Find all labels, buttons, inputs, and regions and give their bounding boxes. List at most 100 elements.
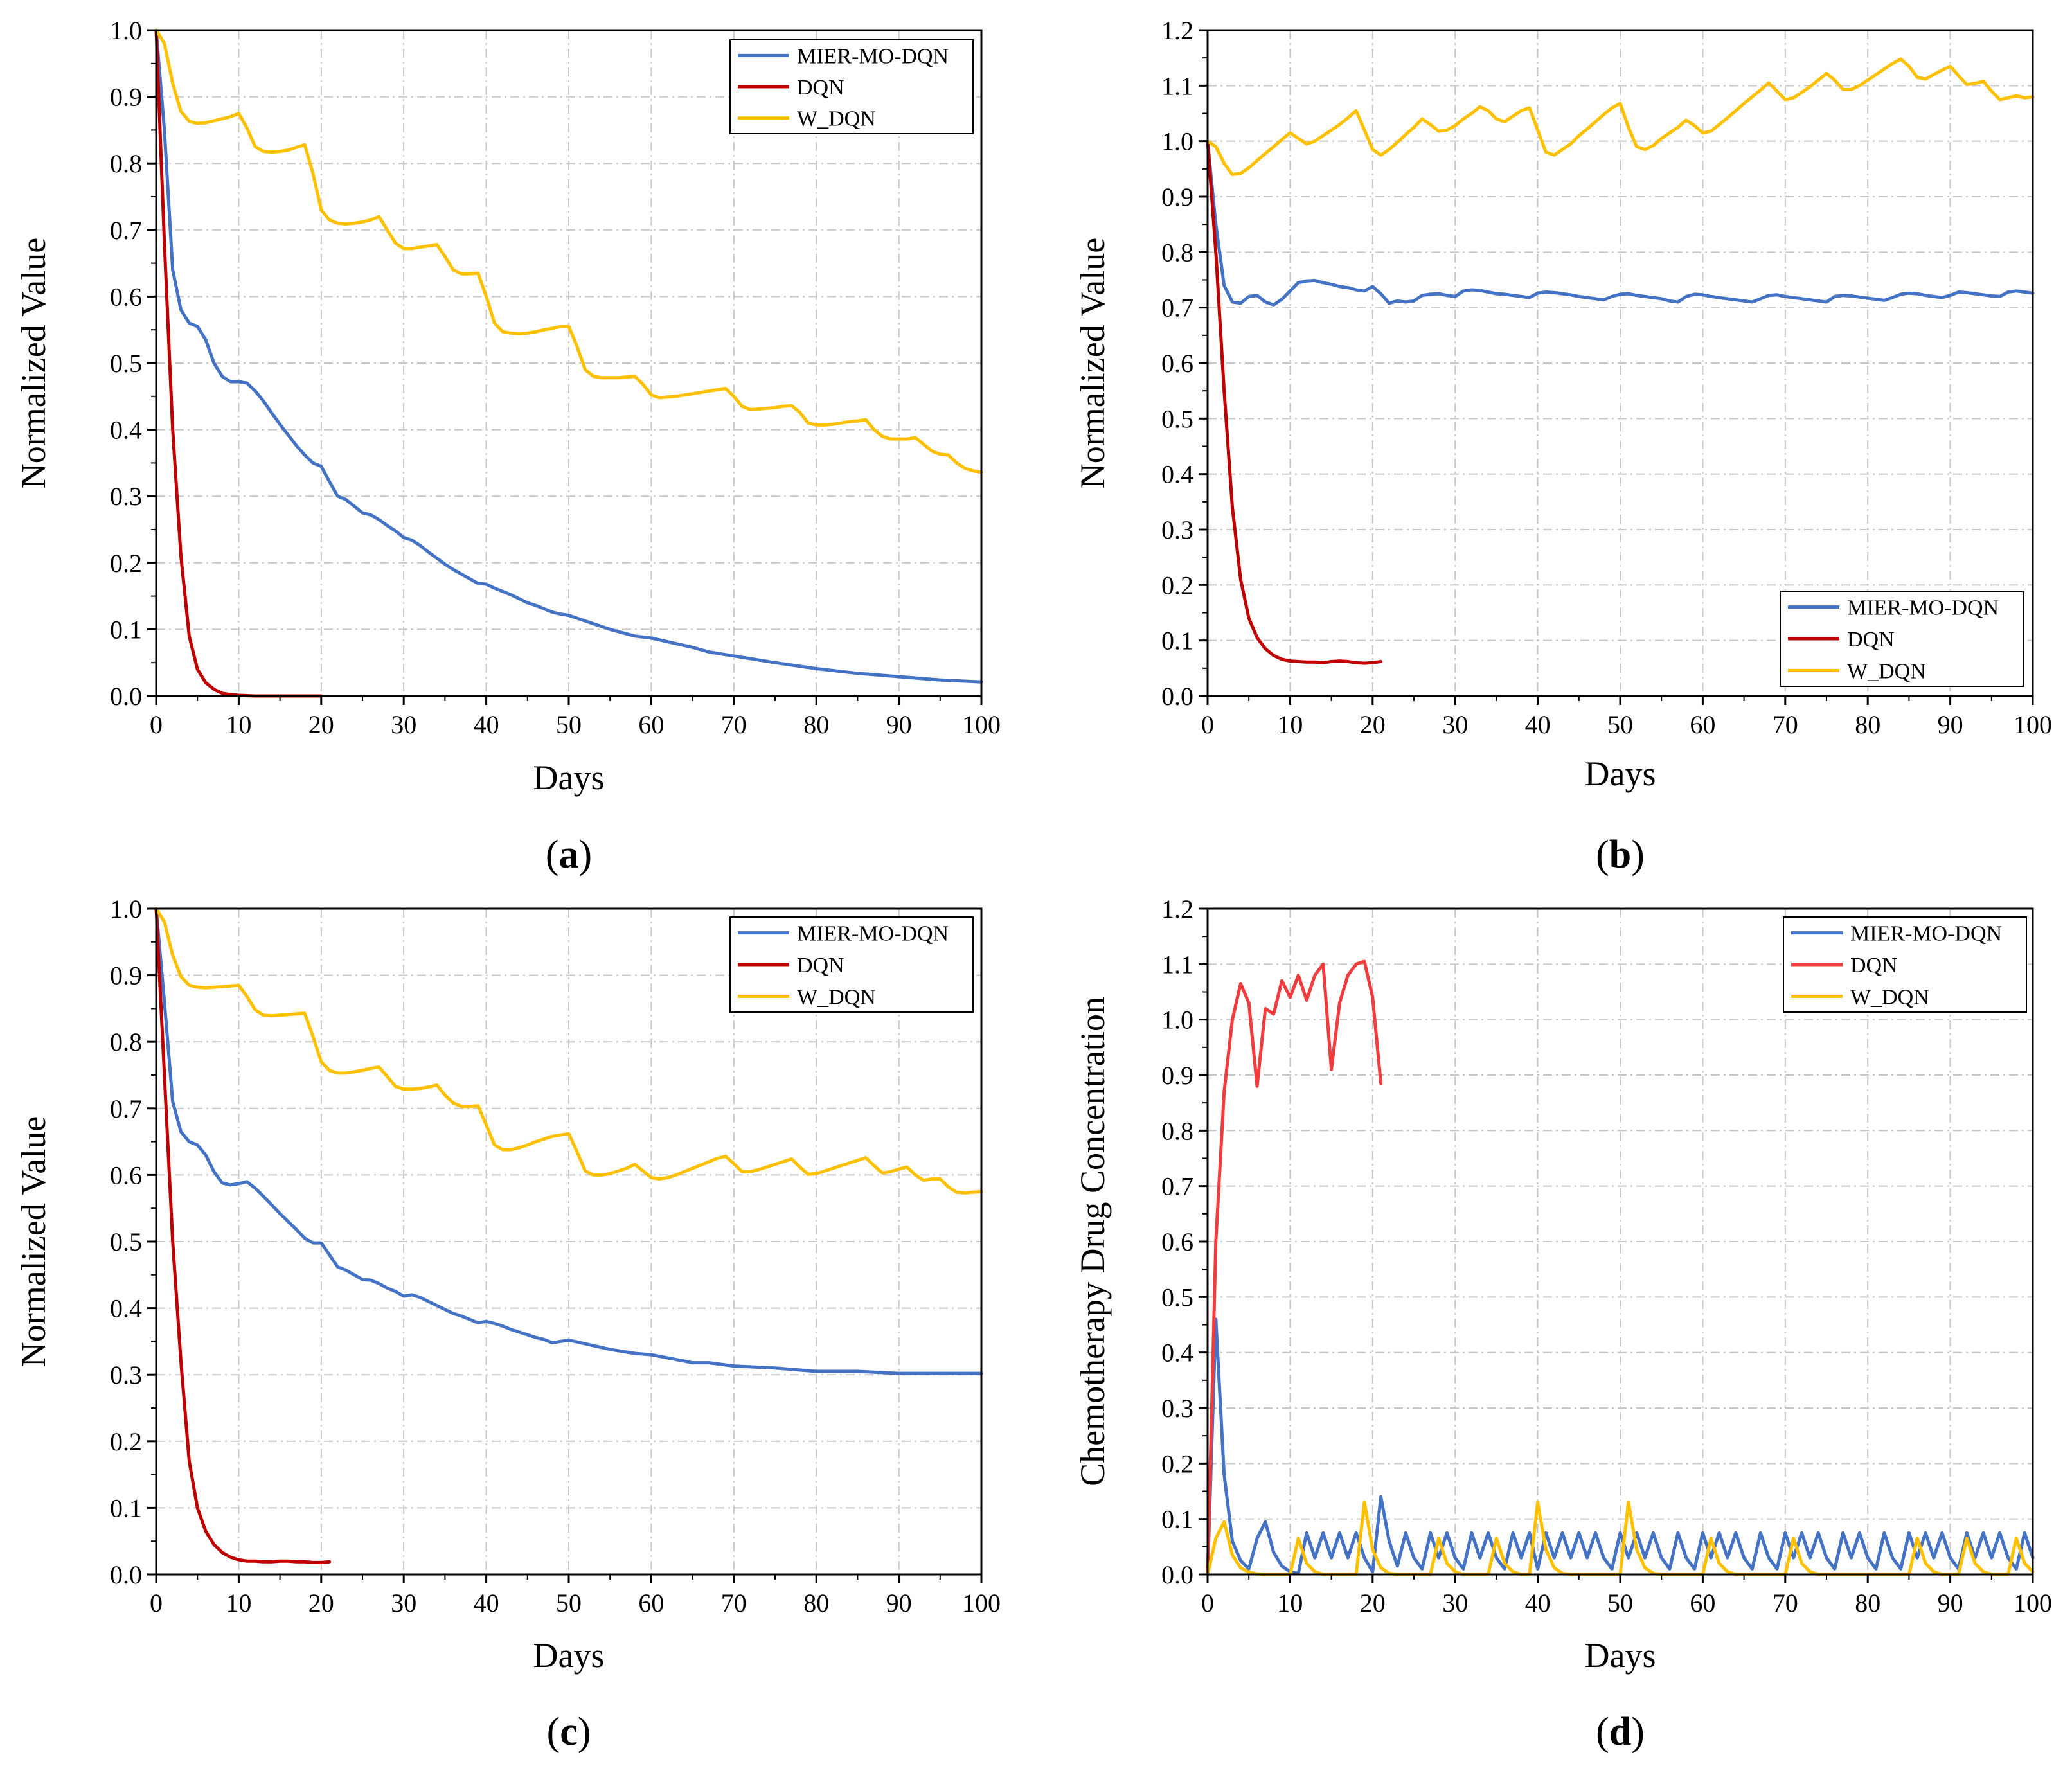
x-tick-label: 70 [721,710,747,739]
y-tick-label: 0.0 [110,682,142,711]
series-line-mier-mo-dqn [1206,1317,2035,1576]
x-tick-label: 60 [638,710,664,739]
y-axis-title: Normalized Value [1073,238,1112,488]
x-tick-label: 70 [1773,1589,1798,1617]
legend-label: W_DQN [797,985,876,1009]
x-tick-label: 70 [721,1589,747,1617]
x-tick-label: 40 [474,1589,499,1617]
y-axis-title: Normalized Value [14,1116,53,1367]
y-tick-label: 0.9 [110,83,142,112]
series-line-w-dqn [154,28,983,474]
panel-caption-letter: d [1609,1710,1631,1754]
legend-label: W_DQN [797,107,876,131]
x-axis-title: Days [1585,1636,1656,1675]
y-tick-label: 1.1 [1161,71,1193,100]
y-tick-label: 0.5 [1161,1283,1193,1312]
x-tick-label: 80 [803,710,829,739]
y-tick-label: 0.5 [110,1227,142,1256]
y-tick-label: 0.6 [110,282,142,311]
x-tick-label: 40 [474,710,499,739]
y-tick-label: 1.0 [110,895,142,923]
legend: MIER-MO-DQN DQN W_DQN [729,39,974,134]
series-line-dqn [154,907,332,1564]
x-tick-label: 30 [391,710,416,739]
y-tick-label: 0.2 [1161,1449,1193,1478]
y-tick-label: 0.4 [1161,1339,1193,1368]
y-tick-label: 0.3 [110,1360,142,1389]
x-tick-label: 20 [308,710,334,739]
x-tick-label: 10 [226,710,251,739]
y-tick-label: 0.9 [1161,183,1193,211]
panel-caption-letter: b [1609,833,1631,877]
x-tick-label: 100 [2014,710,2052,739]
series-line-mier-mo-dqn [154,28,983,684]
y-tick-label: 0.1 [110,1493,142,1522]
legend-label: MIER-MO-DQN [797,44,949,68]
y-tick-label: 1.0 [110,16,142,45]
y-tick-label: 0.7 [1161,1172,1193,1201]
legend-label: MIER-MO-DQN [797,922,949,946]
y-tick-label: 0.5 [1161,404,1193,433]
x-tick-label: 0 [1201,710,1214,739]
y-tick-label: 0.4 [110,1294,142,1323]
y-tick-label: 0.2 [110,549,142,578]
x-tick-label: 50 [556,710,582,739]
x-tick-label: 60 [638,1589,664,1617]
panel-caption: (b) [1596,833,1645,877]
y-tick-label: 0.3 [1161,1394,1193,1423]
y-axis-title: Normalized Value [14,238,53,488]
y-tick-label: 0.7 [110,1094,142,1123]
y-tick-label: 0.9 [1161,1061,1193,1090]
y-tick-label: 0.8 [110,1028,142,1056]
y-tick-label: 0.2 [1161,571,1193,600]
y-tick-label: 1.2 [1161,16,1193,45]
y-tick-label: 0.2 [110,1427,142,1456]
x-tick-label: 10 [1277,710,1303,739]
x-tick-label: 100 [962,710,1001,739]
panel-caption: (a) [546,833,592,877]
y-tick-label: 1.2 [1161,895,1193,923]
x-tick-label: 60 [1690,1589,1715,1617]
y-tick-label: 0.8 [1161,238,1193,267]
legend: MIER-MO-DQN DQN W_DQN [729,916,974,1013]
x-axis-title: Days [1585,754,1656,793]
y-tick-label: 0.7 [110,216,142,245]
y-tick-label: 0.0 [1161,682,1193,711]
y-tick-label: 0.6 [1161,1227,1193,1256]
y-tick-label: 0.7 [1161,294,1193,323]
x-tick-label: 0 [1201,1589,1214,1617]
series-line-dqn [1206,959,1383,1576]
y-tick-label: 0.4 [1161,460,1193,489]
x-tick-label: 80 [1855,1589,1880,1617]
x-tick-label: 30 [391,1589,416,1617]
y-tick-label: 1.1 [1161,950,1193,979]
y-tick-label: 0.3 [1161,515,1193,544]
y-tick-label: 0.1 [1161,627,1193,655]
x-tick-label: 0 [150,1589,163,1617]
y-tick-label: 0.8 [110,149,142,178]
x-tick-label: 40 [1525,1589,1551,1617]
x-tick-label: 50 [1607,710,1633,739]
y-tick-label: 0.9 [110,961,142,990]
y-tick-label: 1.0 [1161,127,1193,156]
x-tick-label: 10 [1277,1589,1303,1617]
x-tick-label: 90 [886,1589,912,1617]
legend: MIER-MO-DQN DQN W_DQN [1783,916,2027,1013]
x-tick-label: 90 [1938,1589,1963,1617]
panel-d: 0 10 20 30 40 50 60 70 80 90 100 0.0 0.1 0.2 0.3 0.4 0.5… [1073,895,2052,1754]
legend-label: MIER-MO-DQN [1847,596,1999,620]
x-tick-label: 20 [1360,1589,1386,1617]
x-tick-label: 20 [1360,710,1386,739]
x-axis-title: Days [533,1636,605,1675]
x-tick-label: 10 [226,1589,251,1617]
panel-caption: (c) [547,1710,591,1754]
x-tick-label: 70 [1773,710,1798,739]
x-tick-label: 90 [886,710,912,739]
series-line-w-dqn [1206,57,2035,176]
panel-c: 0 10 20 30 40 50 60 70 80 90 100 0.0 0.1 0.2 0.3 0.4 0.5… [14,895,1001,1754]
x-tick-label: 50 [556,1589,582,1617]
y-tick-label: 0.6 [1161,349,1193,378]
panel-a: 0 10 20 30 40 50 60 70 80 90 100 0.0 0.1 0.2 0.3 0.4 0.5… [14,16,1001,877]
legend-label: DQN [1850,954,1898,977]
